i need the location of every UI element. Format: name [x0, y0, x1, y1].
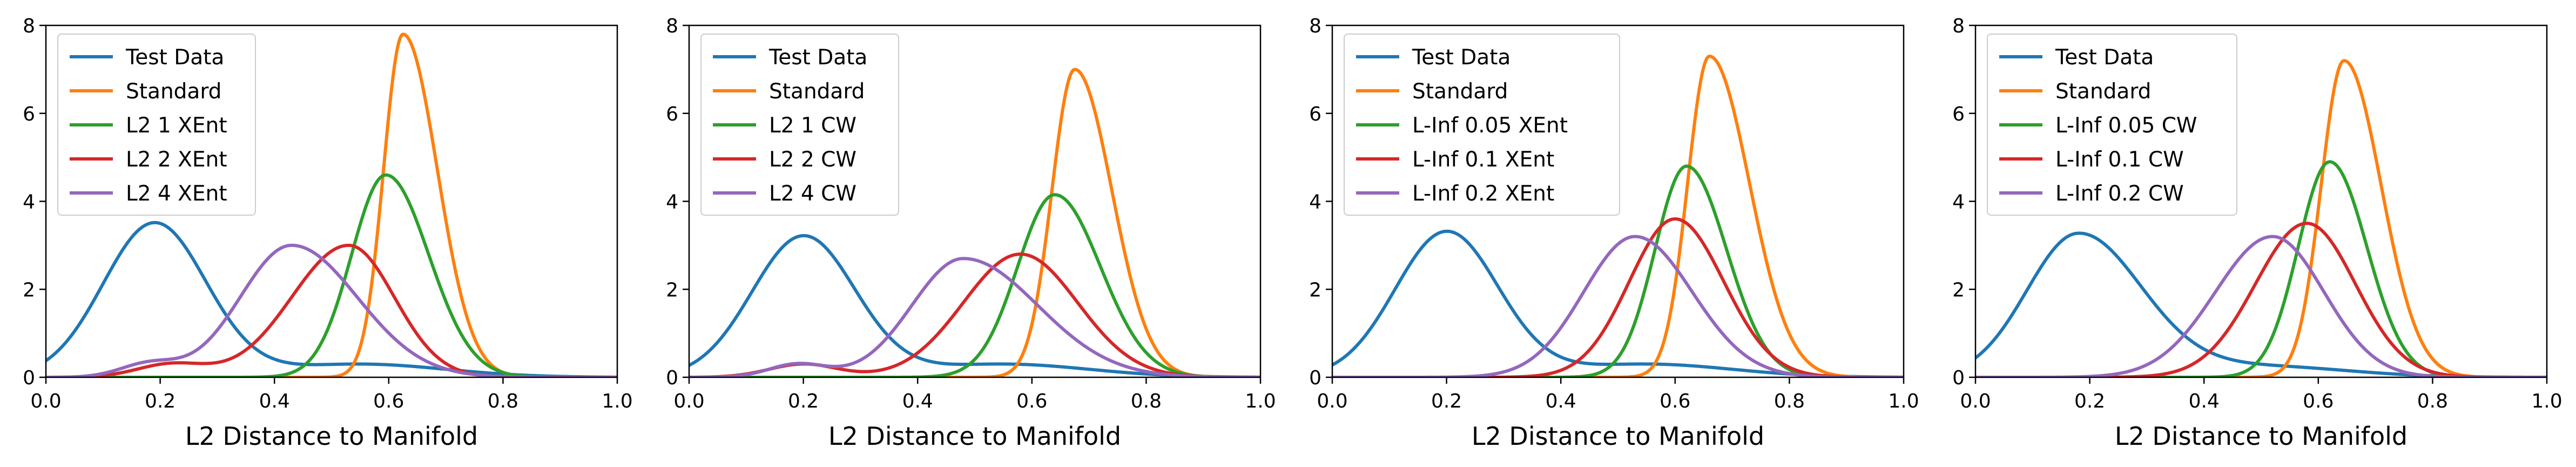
y-tick-label: 6: [1309, 103, 1321, 125]
y-tick-label: 8: [1309, 15, 1321, 37]
x-tick-label: 0.2: [145, 390, 176, 412]
chart-panel-2: 0.0 0.2 0.4 0.6 0.8 1.0 0 2 4 6 8 L2 Distance to Ma…: [666, 15, 1276, 451]
legend-label: Standard: [126, 79, 221, 104]
x-tick-label: 0.6: [1016, 390, 1047, 412]
legend-label: L2 4 XEnt: [126, 182, 227, 206]
x-tick-label: 0.0: [673, 390, 704, 412]
y-tick-label: 4: [1952, 191, 1965, 214]
x-tick-label: 0.6: [373, 390, 404, 412]
x-tick-label: 0.6: [2303, 390, 2334, 412]
x-tick-label: 1.0: [2531, 390, 2562, 412]
x-axis-label: L2 Distance to Manifold: [2115, 422, 2408, 451]
series-line-3: [689, 193, 1260, 377]
x-tick-label: 0.2: [788, 390, 819, 412]
legend-label: L-Inf 0.1 CW: [2055, 148, 2184, 172]
y-tick-label: 8: [666, 15, 678, 37]
y-tick-label: 2: [1309, 279, 1321, 301]
legend-label: L2 2 XEnt: [126, 148, 227, 172]
x-tick-label: 1.0: [1888, 390, 1919, 412]
legend-label: L-Inf 0.1 XEnt: [1412, 148, 1554, 172]
legend-label: Standard: [769, 79, 865, 104]
legend-label: L2 1 CW: [769, 114, 857, 138]
legend-label: Standard: [1412, 79, 1508, 104]
series-line-4: [46, 243, 617, 377]
x-tick-label: 0.0: [1317, 390, 1347, 412]
legend: Test Data Standard L-Inf 0.05 CW L-Inf 0.1 …: [1987, 34, 2237, 216]
x-axis-label: L2 Distance to Manifold: [185, 422, 478, 451]
y-tick-label: 6: [23, 103, 35, 125]
y-tick-label: 8: [1952, 15, 1965, 37]
series-line-1: [689, 234, 1260, 377]
x-tick-label: 0.4: [902, 390, 933, 412]
legend: Test Data Standard L-Inf 0.05 XEnt L-Inf 0.…: [1344, 34, 1620, 216]
legend-label: Test Data: [2055, 45, 2154, 70]
series-line-4: [1332, 217, 1904, 377]
x-axis-label: L2 Distance to Manifold: [1472, 422, 1764, 451]
x-tick-label: 0.8: [488, 390, 518, 412]
series-line-5: [46, 243, 617, 377]
y-tick-label: 0: [1952, 367, 1965, 389]
y-tick-label: 0: [1309, 367, 1321, 389]
legend-label: Standard: [2055, 79, 2151, 104]
x-tick-label: 0.0: [30, 390, 61, 412]
x-axis-label: L2 Distance to Manifold: [828, 422, 1121, 451]
series-line-1: [46, 221, 617, 377]
legend: Test Data Standard L2 1 XEnt L2 2 XEnt L2 4 …: [57, 34, 256, 216]
legend-label: L-Inf 0.2 CW: [2055, 182, 2184, 206]
x-tick-label: 0.4: [2189, 390, 2220, 412]
x-tick-label: 0.4: [259, 390, 290, 412]
y-tick-label: 6: [666, 103, 678, 125]
legend-label: Test Data: [768, 45, 867, 70]
chart-panel-3: 0.0 0.2 0.4 0.6 0.8 1.0 0 2 4 6 8 L2 Distance to Ma…: [1309, 15, 1919, 451]
legend-label: L-Inf 0.05 XEnt: [1412, 114, 1568, 138]
y-tick-label: 0: [666, 367, 678, 389]
y-tick-label: 2: [666, 279, 678, 301]
chart-panel-1: 0.0 0.2 0.4 0.6 0.8 1.0 0 2 4 6 8 L2 Distance to Ma…: [23, 15, 633, 451]
x-tick-label: 1.0: [1245, 390, 1276, 412]
legend-box: [57, 34, 256, 216]
legend-label: L2 2 CW: [769, 148, 857, 172]
legend-label: L2 4 CW: [769, 182, 857, 206]
x-tick-label: 0.4: [1546, 390, 1576, 412]
x-tick-label: 0.0: [1960, 390, 1991, 412]
x-tick-label: 0.8: [1774, 390, 1805, 412]
y-tick-label: 8: [23, 15, 35, 37]
chart-panel-4: 0.0 0.2 0.4 0.6 0.8 1.0 0 2 4 6 8 L2 Distance to Ma…: [1952, 15, 2562, 451]
x-tick-label: 0.6: [1660, 390, 1690, 412]
legend-label: Test Data: [125, 45, 224, 70]
legend: Test Data Standard L2 1 CW L2 2 CW L2 4 CW: [700, 34, 899, 216]
x-tick-label: 0.8: [1131, 390, 1162, 412]
series-line-5: [689, 257, 1260, 377]
legend-label: L2 1 XEnt: [126, 114, 227, 138]
legend-box: [700, 34, 899, 216]
legend-label: L-Inf 0.2 XEnt: [1412, 182, 1554, 206]
x-tick-label: 0.2: [2074, 390, 2105, 412]
y-tick-label: 2: [1952, 279, 1965, 301]
x-tick-label: 0.8: [2417, 390, 2448, 412]
series-line-4: [1975, 222, 2547, 377]
x-tick-label: 1.0: [602, 390, 632, 412]
legend-label: Test Data: [1412, 45, 1510, 70]
y-tick-label: 4: [1309, 191, 1321, 214]
series-group: [689, 68, 1260, 377]
legend-box: [1987, 34, 2237, 216]
legend-label: L-Inf 0.05 CW: [2055, 114, 2197, 138]
x-tick-label: 0.2: [1431, 390, 1462, 412]
y-tick-label: 6: [1952, 103, 1965, 125]
legend-box: [1344, 34, 1620, 216]
y-tick-label: 2: [23, 279, 35, 301]
y-tick-label: 4: [666, 191, 678, 214]
y-tick-label: 4: [23, 191, 35, 214]
y-tick-label: 0: [23, 367, 35, 389]
